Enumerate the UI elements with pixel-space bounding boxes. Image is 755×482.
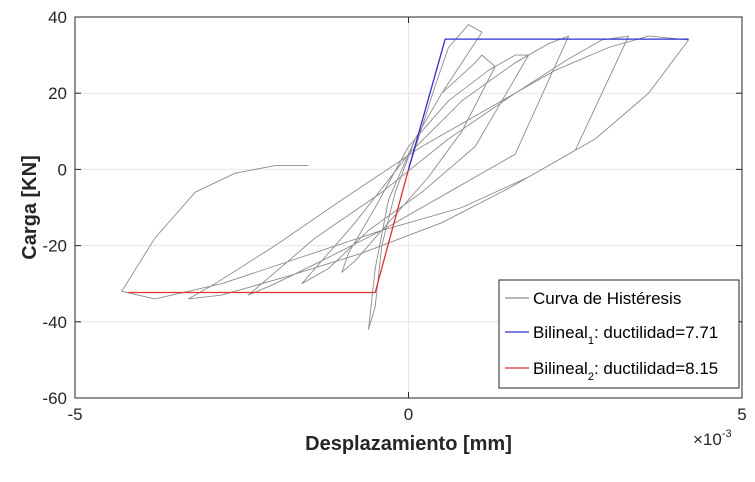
legend-sub-bilinear2: 2 xyxy=(588,371,594,383)
x-tick-label: 0 xyxy=(404,405,413,424)
legend-entry-bilinear1: Bilineal1: ductilidad=7.71 xyxy=(533,323,718,347)
legend: Curva de Histéresis Bilineal1: ductilida… xyxy=(498,279,740,389)
y-axis-label: Carga [KN] xyxy=(19,155,41,259)
legend-entry-hysteresis: Curva de Histéresis xyxy=(533,289,681,308)
y-tick-label: -40 xyxy=(42,313,67,332)
legend-label-bilinear2: Bilineal xyxy=(533,359,588,378)
x-tick-label: -5 xyxy=(67,405,82,424)
y-tick-label: -20 xyxy=(42,237,67,256)
x-axis-label: Desplazamiento [mm] xyxy=(305,433,512,455)
legend-suffix-bilinear1: : ductilidad=7.71 xyxy=(594,323,718,342)
legend-sub-bilinear1: 1 xyxy=(588,335,594,347)
x-multiplier-base: ×10 xyxy=(693,430,722,449)
y-tick-label: 20 xyxy=(48,84,67,103)
x-multiplier-exponent: -3 xyxy=(722,428,732,440)
x-tick-label: 5 xyxy=(737,405,746,424)
plot-area xyxy=(121,24,690,330)
y-tick-label: -60 xyxy=(42,389,67,408)
series-bilinear1 xyxy=(407,38,689,170)
legend-box xyxy=(498,279,740,389)
x-axis-multiplier: ×10-3 xyxy=(693,428,732,449)
tick-labels: -5 0 5 -60 -40 -20 0 20 40 xyxy=(42,8,746,424)
legend-label-hysteresis: Curva de Histéresis xyxy=(533,289,681,308)
legend-entry-bilinear2: Bilineal2: ductilidad=8.15 xyxy=(533,359,718,383)
legend-suffix-bilinear2: : ductilidad=8.15 xyxy=(594,359,718,378)
legend-label-bilinear1: Bilineal xyxy=(533,323,588,342)
y-tick-label: 40 xyxy=(48,8,67,27)
series-bilinear2 xyxy=(128,169,410,294)
y-tick-label: 0 xyxy=(58,160,67,179)
